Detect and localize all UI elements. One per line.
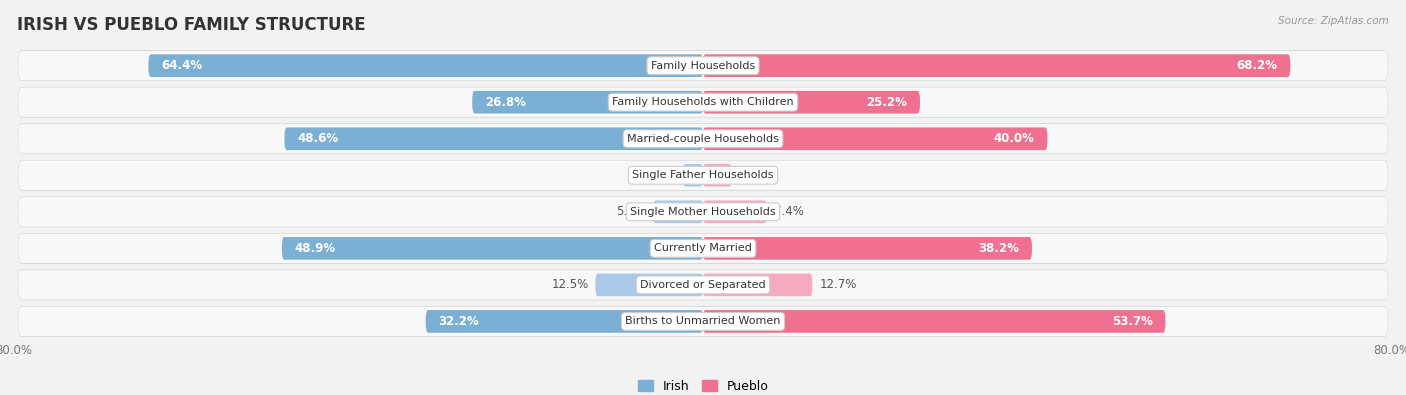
FancyBboxPatch shape bbox=[18, 307, 1388, 336]
FancyBboxPatch shape bbox=[703, 128, 1047, 150]
FancyBboxPatch shape bbox=[703, 310, 1166, 333]
Text: 7.4%: 7.4% bbox=[773, 205, 803, 218]
Text: Single Father Households: Single Father Households bbox=[633, 170, 773, 180]
Text: 64.4%: 64.4% bbox=[162, 59, 202, 72]
FancyBboxPatch shape bbox=[149, 55, 703, 77]
Legend: Irish, Pueblo: Irish, Pueblo bbox=[633, 375, 773, 395]
Text: 40.0%: 40.0% bbox=[994, 132, 1035, 145]
FancyBboxPatch shape bbox=[284, 128, 703, 150]
FancyBboxPatch shape bbox=[472, 91, 703, 113]
Text: 12.5%: 12.5% bbox=[551, 278, 589, 292]
Text: Married-couple Households: Married-couple Households bbox=[627, 134, 779, 144]
FancyBboxPatch shape bbox=[18, 270, 1388, 300]
FancyBboxPatch shape bbox=[18, 51, 1388, 81]
FancyBboxPatch shape bbox=[703, 55, 1291, 77]
Text: Family Households: Family Households bbox=[651, 61, 755, 71]
FancyBboxPatch shape bbox=[18, 307, 1388, 337]
Text: 38.2%: 38.2% bbox=[979, 242, 1019, 255]
FancyBboxPatch shape bbox=[18, 88, 1388, 117]
FancyBboxPatch shape bbox=[703, 164, 731, 186]
Text: 5.8%: 5.8% bbox=[617, 205, 647, 218]
FancyBboxPatch shape bbox=[703, 91, 920, 113]
FancyBboxPatch shape bbox=[703, 237, 1032, 260]
Text: 25.2%: 25.2% bbox=[866, 96, 907, 109]
FancyBboxPatch shape bbox=[18, 233, 1388, 263]
Text: IRISH VS PUEBLO FAMILY STRUCTURE: IRISH VS PUEBLO FAMILY STRUCTURE bbox=[17, 16, 366, 34]
Text: Source: ZipAtlas.com: Source: ZipAtlas.com bbox=[1278, 16, 1389, 26]
FancyBboxPatch shape bbox=[595, 274, 703, 296]
FancyBboxPatch shape bbox=[18, 51, 1388, 80]
FancyBboxPatch shape bbox=[703, 201, 766, 223]
FancyBboxPatch shape bbox=[683, 164, 703, 186]
FancyBboxPatch shape bbox=[18, 197, 1388, 227]
FancyBboxPatch shape bbox=[18, 87, 1388, 117]
FancyBboxPatch shape bbox=[281, 237, 703, 260]
Text: 53.7%: 53.7% bbox=[1112, 315, 1153, 328]
Text: 48.6%: 48.6% bbox=[298, 132, 339, 145]
FancyBboxPatch shape bbox=[426, 310, 703, 333]
Text: Divorced or Separated: Divorced or Separated bbox=[640, 280, 766, 290]
FancyBboxPatch shape bbox=[703, 274, 813, 296]
Text: 68.2%: 68.2% bbox=[1236, 59, 1278, 72]
Text: Births to Unmarried Women: Births to Unmarried Women bbox=[626, 316, 780, 326]
FancyBboxPatch shape bbox=[18, 124, 1388, 154]
Text: 26.8%: 26.8% bbox=[485, 96, 526, 109]
Text: 2.3%: 2.3% bbox=[647, 169, 676, 182]
FancyBboxPatch shape bbox=[18, 234, 1388, 263]
Text: Family Households with Children: Family Households with Children bbox=[612, 97, 794, 107]
Text: Currently Married: Currently Married bbox=[654, 243, 752, 253]
Text: 32.2%: 32.2% bbox=[439, 315, 479, 328]
Text: 12.7%: 12.7% bbox=[820, 278, 856, 292]
FancyBboxPatch shape bbox=[18, 160, 1388, 190]
Text: 3.3%: 3.3% bbox=[738, 169, 768, 182]
Text: 48.9%: 48.9% bbox=[295, 242, 336, 255]
FancyBboxPatch shape bbox=[18, 270, 1388, 299]
FancyBboxPatch shape bbox=[652, 201, 703, 223]
Text: Single Mother Households: Single Mother Households bbox=[630, 207, 776, 217]
FancyBboxPatch shape bbox=[18, 161, 1388, 190]
FancyBboxPatch shape bbox=[18, 197, 1388, 226]
FancyBboxPatch shape bbox=[18, 124, 1388, 153]
